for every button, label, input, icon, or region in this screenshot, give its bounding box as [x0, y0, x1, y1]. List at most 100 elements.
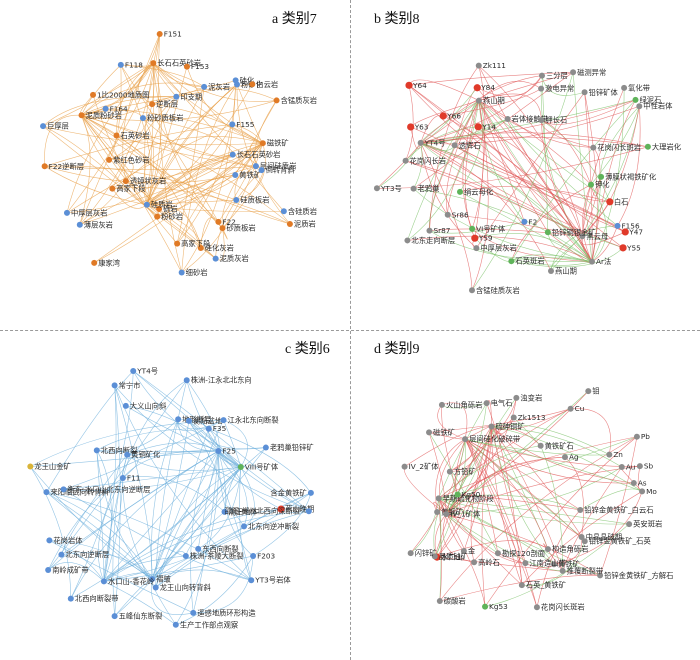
edge — [413, 72, 574, 189]
edge — [177, 419, 224, 432]
network-node: 遥感地质环形构造 — [190, 608, 256, 617]
node-label: 早期硫化物阶段 — [443, 494, 494, 503]
network-node: 地形断层 — [175, 415, 211, 424]
edge — [81, 115, 262, 171]
edge — [116, 135, 202, 249]
node-label: 巨厚层 — [47, 122, 69, 131]
edge — [66, 63, 154, 214]
edge — [112, 188, 148, 209]
node-label: YT3号 — [380, 184, 402, 193]
edge — [181, 80, 236, 273]
edge — [511, 254, 593, 262]
node-label: 黄铜矿化 — [131, 450, 161, 459]
edge — [235, 100, 277, 176]
node-dot — [174, 240, 181, 247]
network-node: Pb — [633, 432, 650, 441]
node-label: 北东走向断层 — [411, 236, 455, 245]
node-dot — [373, 185, 380, 192]
edge — [103, 478, 124, 582]
edge — [420, 75, 543, 144]
node-label: 晶质铀矿 — [439, 552, 468, 561]
edge — [484, 523, 630, 607]
network-node: 中晶晶破期 — [578, 533, 622, 542]
edge — [79, 33, 160, 225]
node-label: F118 — [125, 60, 143, 69]
edge — [582, 87, 625, 237]
edge — [570, 408, 611, 455]
edge — [446, 466, 622, 515]
node-label: 三分层 — [546, 71, 568, 80]
edge — [175, 450, 219, 625]
edge — [96, 450, 105, 582]
edge — [465, 438, 610, 456]
network-node: 北东向逆断层 — [58, 550, 109, 559]
node-label: 石英斑岩 — [515, 257, 544, 266]
network-node: 三分层 — [538, 71, 568, 80]
edge — [46, 491, 153, 580]
network-node: 硫砷铜矿 — [488, 422, 525, 431]
node-dot — [454, 491, 461, 498]
node-label: VI号矿体 — [476, 224, 506, 233]
network-node: 泥质灰岩 — [212, 254, 249, 263]
edge — [591, 176, 602, 262]
node-dot — [550, 561, 557, 568]
network-node: Zk111 — [475, 61, 506, 70]
edge — [580, 488, 643, 511]
network-node: 铅锌金黄铁矿_方解石 — [597, 571, 673, 580]
edge — [63, 466, 241, 490]
edge — [376, 146, 648, 189]
edge — [439, 574, 601, 602]
network-node: 常宁市 — [111, 381, 141, 390]
node-label: 常宁市 — [119, 381, 141, 390]
node-dot — [588, 181, 595, 188]
node-dot — [619, 244, 627, 252]
edge — [428, 432, 447, 515]
node-dot — [438, 401, 445, 408]
edge — [491, 426, 643, 492]
network-node: Au — [618, 462, 635, 471]
edge — [42, 125, 216, 259]
edge — [81, 115, 160, 210]
node-label: 电气石 — [491, 399, 513, 408]
edge — [584, 92, 598, 262]
network-node: 铅锌矿体 — [581, 88, 618, 97]
node-dot — [27, 463, 34, 470]
edge — [151, 428, 210, 580]
node-label: 铅锌金黄铁矿_白云石 — [584, 505, 653, 514]
network-node: 碳酸岩 — [436, 597, 466, 606]
node-label: 江永北东向断裂 — [228, 416, 279, 425]
node-label: 高家下段 — [181, 239, 210, 248]
network-node: 勘探120剖面 — [494, 549, 545, 558]
edge — [445, 100, 480, 215]
network-node: 薄膜状褐铁矿化 — [598, 172, 657, 181]
node-dot — [100, 578, 107, 585]
node-label: Y47 — [628, 227, 643, 236]
node-label: 英安斑岩 — [633, 520, 662, 529]
node-dot — [537, 442, 544, 449]
node-label: 火山角砾岩 — [446, 400, 482, 409]
edge — [46, 370, 134, 493]
node-dot — [178, 269, 185, 276]
node-label: 东西向断裂 — [202, 544, 238, 553]
edge — [491, 408, 571, 431]
node-dot — [417, 139, 424, 146]
edge — [536, 509, 581, 608]
edge — [151, 466, 241, 580]
node-label: 泥灰岩 — [208, 82, 230, 91]
node-label: 透辉石 — [459, 141, 481, 150]
edge — [143, 96, 177, 205]
edge — [66, 124, 233, 214]
node-dot — [598, 173, 605, 180]
node-label: Y66 — [446, 111, 461, 120]
node-dot — [471, 234, 479, 242]
node-label: 铅锌金黄铁矿_方解石 — [604, 571, 673, 580]
network-node: F25 — [215, 446, 236, 455]
edge — [142, 117, 262, 171]
node-dot — [185, 417, 192, 424]
edge — [153, 62, 263, 144]
node-dot — [469, 225, 476, 232]
node-dot — [122, 402, 129, 409]
edge — [521, 541, 586, 586]
node-dot — [439, 112, 447, 120]
edges — [42, 33, 291, 273]
